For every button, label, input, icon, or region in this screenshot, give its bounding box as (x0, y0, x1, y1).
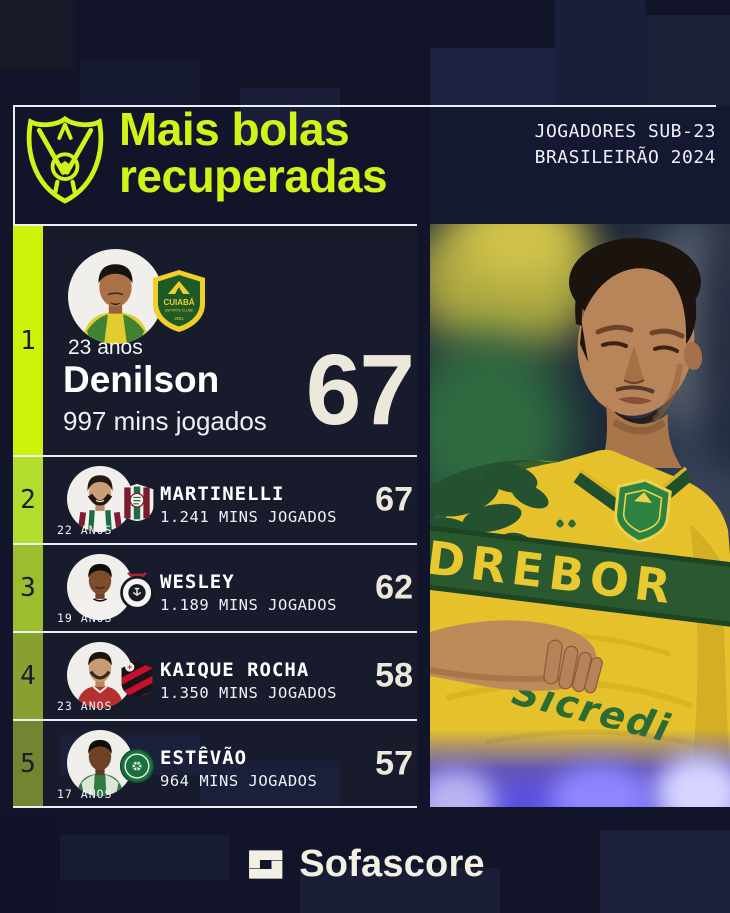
rank-number: 3 (20, 573, 36, 603)
cuiaba-badge-icon: CUIABÁ ESPORTE CLUBE 2001 (153, 270, 205, 332)
ranking-row-2: 2 22 ANOS MARTINELLI (13, 457, 417, 543)
athletico-badge-icon (121, 661, 153, 698)
background-mosaic (240, 88, 340, 140)
stat-value: 67 (305, 334, 415, 446)
stat-value: 57 (375, 744, 413, 782)
header-tag-line1: JOGADORES SUB-23 (534, 121, 716, 142)
brasileirao-logo-icon (26, 115, 104, 204)
fluminense-badge-icon (120, 483, 154, 522)
player-name: KAIQUE ROCHA (160, 659, 310, 681)
background-mosaic (555, 0, 645, 106)
list-separator (13, 631, 417, 633)
background-mosaic (645, 15, 730, 106)
badge-club-year: 2001 (174, 316, 184, 321)
palmeiras-badge-icon (119, 748, 155, 784)
player-age: 23 ANOS (57, 699, 113, 713)
background-mosaic (200, 761, 340, 806)
player-age: 23 anos (68, 336, 143, 359)
ranking-row-4: 4 23 ANOS KAIQ (13, 633, 417, 719)
player-name: MARTINELLI (160, 483, 285, 505)
player-name: Denilson (63, 359, 220, 400)
rank-number: 1 (20, 325, 36, 356)
page-title-line1: Mais bolas (119, 103, 350, 155)
rank-bar: 5 (13, 721, 43, 806)
list-separator (13, 719, 417, 721)
background-mosaic (430, 106, 730, 224)
avatar-wesley (76, 563, 124, 620)
sofascore-logo-icon (249, 850, 283, 879)
background-mosaic (430, 48, 575, 106)
avatar-martinelli (76, 475, 124, 532)
avatar-estevao (76, 739, 124, 796)
avatar-kaique-rocha (76, 651, 124, 708)
list-separator (13, 543, 417, 545)
rank-bar: 2 (13, 457, 43, 543)
jersey-club-badge (614, 478, 672, 544)
list-separator (13, 455, 417, 457)
rank-bar: 4 (13, 633, 43, 719)
player-name: WESLEY (160, 571, 235, 593)
player-avatar (67, 466, 133, 532)
rank-number: 2 (20, 485, 36, 515)
background-mosaic (0, 0, 75, 70)
badge-club-name: CUIABÁ (163, 298, 194, 307)
list-separator (13, 806, 417, 808)
background-mosaic (0, 812, 60, 913)
rank-bar: 3 (13, 545, 43, 631)
rank-bar: 1 (13, 226, 43, 455)
stat-value: 58 (375, 656, 413, 695)
corinthians-badge-icon (120, 571, 154, 610)
player-name: ESTÊVÃO (160, 747, 248, 769)
header-tag: JOGADORES SUB-23 BRASILEIRÃO 2024 (535, 119, 716, 171)
player-minutes: 1.189 MINS JOGADOS (160, 596, 337, 614)
ranking-row-3: 3 19 ANOS WESLEY 1.189 MINS JOGADOS 62 (13, 545, 417, 631)
badge-club-sub: ESPORTE CLUBE (165, 309, 194, 313)
ranking-row-5: 5 17 ANOS ESTÊVÃO 964 MINS JOGADOS 57 (13, 721, 417, 806)
player-age: 22 ANOS (57, 523, 113, 537)
background-mosaic (300, 868, 500, 913)
player-minutes: 1.350 MINS JOGADOS (160, 684, 337, 702)
player-minutes: 997 mins jogados (63, 406, 267, 436)
sofascore-wordmark: Sofascore (299, 843, 485, 885)
player-avatar (68, 249, 163, 344)
footer: Sofascore (245, 843, 485, 886)
rank-number: 4 (20, 661, 36, 691)
stat-value: 62 (375, 568, 413, 607)
page-title: Mais bolas recuperadas (119, 103, 388, 202)
list-separator (13, 224, 417, 226)
rank-number: 5 (20, 748, 36, 779)
background-mosaic (600, 830, 730, 913)
player-minutes: 1.241 MINS JOGADOS (160, 508, 337, 526)
player-photo: DREBOR Sícredi (430, 224, 730, 807)
ranking-row-1: 1 CUIABÁ ESPORTE CLUBE 2001 23 anos (13, 226, 417, 455)
stat-value: 67 (375, 480, 413, 519)
page-title-line2: recuperadas (119, 150, 388, 202)
background-mosaic (80, 60, 200, 106)
background-mosaic (60, 835, 230, 880)
player-illustration: DREBOR Sícredi (430, 238, 730, 807)
player-minutes: 964 MINS JOGADOS (160, 772, 318, 790)
player-age: 19 ANOS (57, 611, 113, 625)
header-top-line (13, 105, 716, 107)
header-tag-line2: BRASILEIRÃO 2024 (534, 147, 716, 168)
avatar-denilson (81, 264, 150, 344)
player-age: 17 ANOS (57, 787, 113, 801)
